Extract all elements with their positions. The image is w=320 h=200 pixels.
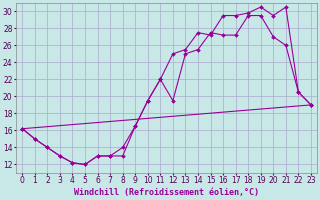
X-axis label: Windchill (Refroidissement éolien,°C): Windchill (Refroidissement éolien,°C)	[74, 188, 259, 197]
